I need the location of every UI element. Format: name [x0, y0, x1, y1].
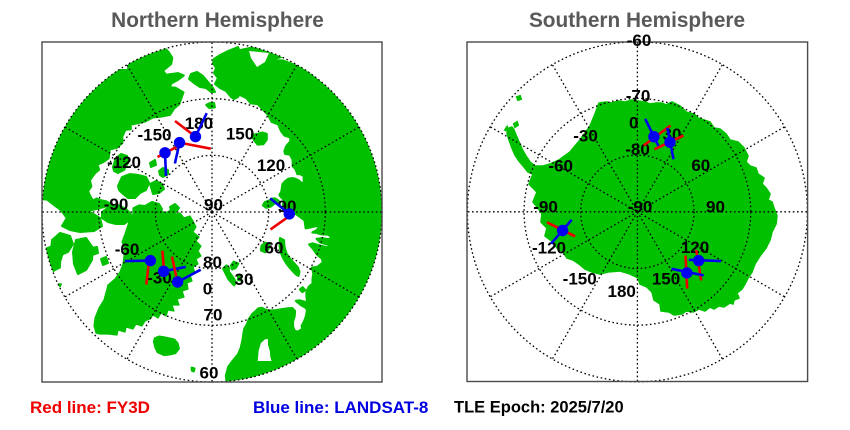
svg-text:180: 180 — [185, 114, 213, 133]
svg-text:Blue line: LANDSAT-8: Blue line: LANDSAT-8 — [253, 398, 428, 417]
svg-text:-60: -60 — [548, 157, 573, 176]
svg-text:-120: -120 — [107, 153, 141, 172]
svg-text:90: 90 — [204, 196, 223, 215]
svg-text:Northern Hemisphere: Northern Hemisphere — [111, 9, 324, 32]
svg-text:-30: -30 — [573, 127, 598, 146]
svg-text:180: 180 — [608, 282, 636, 301]
svg-text:60: 60 — [691, 156, 710, 175]
svg-text:Red line: FY3D: Red line: FY3D — [30, 398, 150, 417]
svg-text:-90: -90 — [533, 198, 558, 217]
svg-text:-90: -90 — [104, 195, 129, 214]
svg-text:90: 90 — [706, 198, 725, 217]
svg-text:60: 60 — [200, 364, 219, 383]
svg-text:TLE Epoch: 2025/7/20: TLE Epoch: 2025/7/20 — [454, 399, 624, 417]
svg-text:60: 60 — [265, 239, 284, 258]
svg-text:150: 150 — [226, 125, 254, 144]
svg-text:30: 30 — [235, 270, 254, 289]
svg-text:-60: -60 — [115, 240, 140, 259]
svg-text:-150: -150 — [563, 269, 597, 288]
svg-text:120: 120 — [681, 238, 709, 257]
svg-text:70: 70 — [204, 306, 223, 325]
svg-text:150: 150 — [652, 269, 680, 288]
svg-text:80: 80 — [203, 253, 222, 272]
svg-text:-150: -150 — [137, 126, 171, 145]
svg-text:0: 0 — [629, 114, 638, 133]
svg-text:-70: -70 — [626, 87, 651, 106]
svg-text:120: 120 — [257, 156, 285, 175]
svg-text:0: 0 — [203, 280, 212, 299]
svg-text:-120: -120 — [532, 239, 566, 258]
svg-text:-60: -60 — [627, 31, 652, 50]
svg-text:-90: -90 — [628, 198, 653, 217]
svg-text:Southern Hemisphere: Southern Hemisphere — [529, 9, 745, 32]
